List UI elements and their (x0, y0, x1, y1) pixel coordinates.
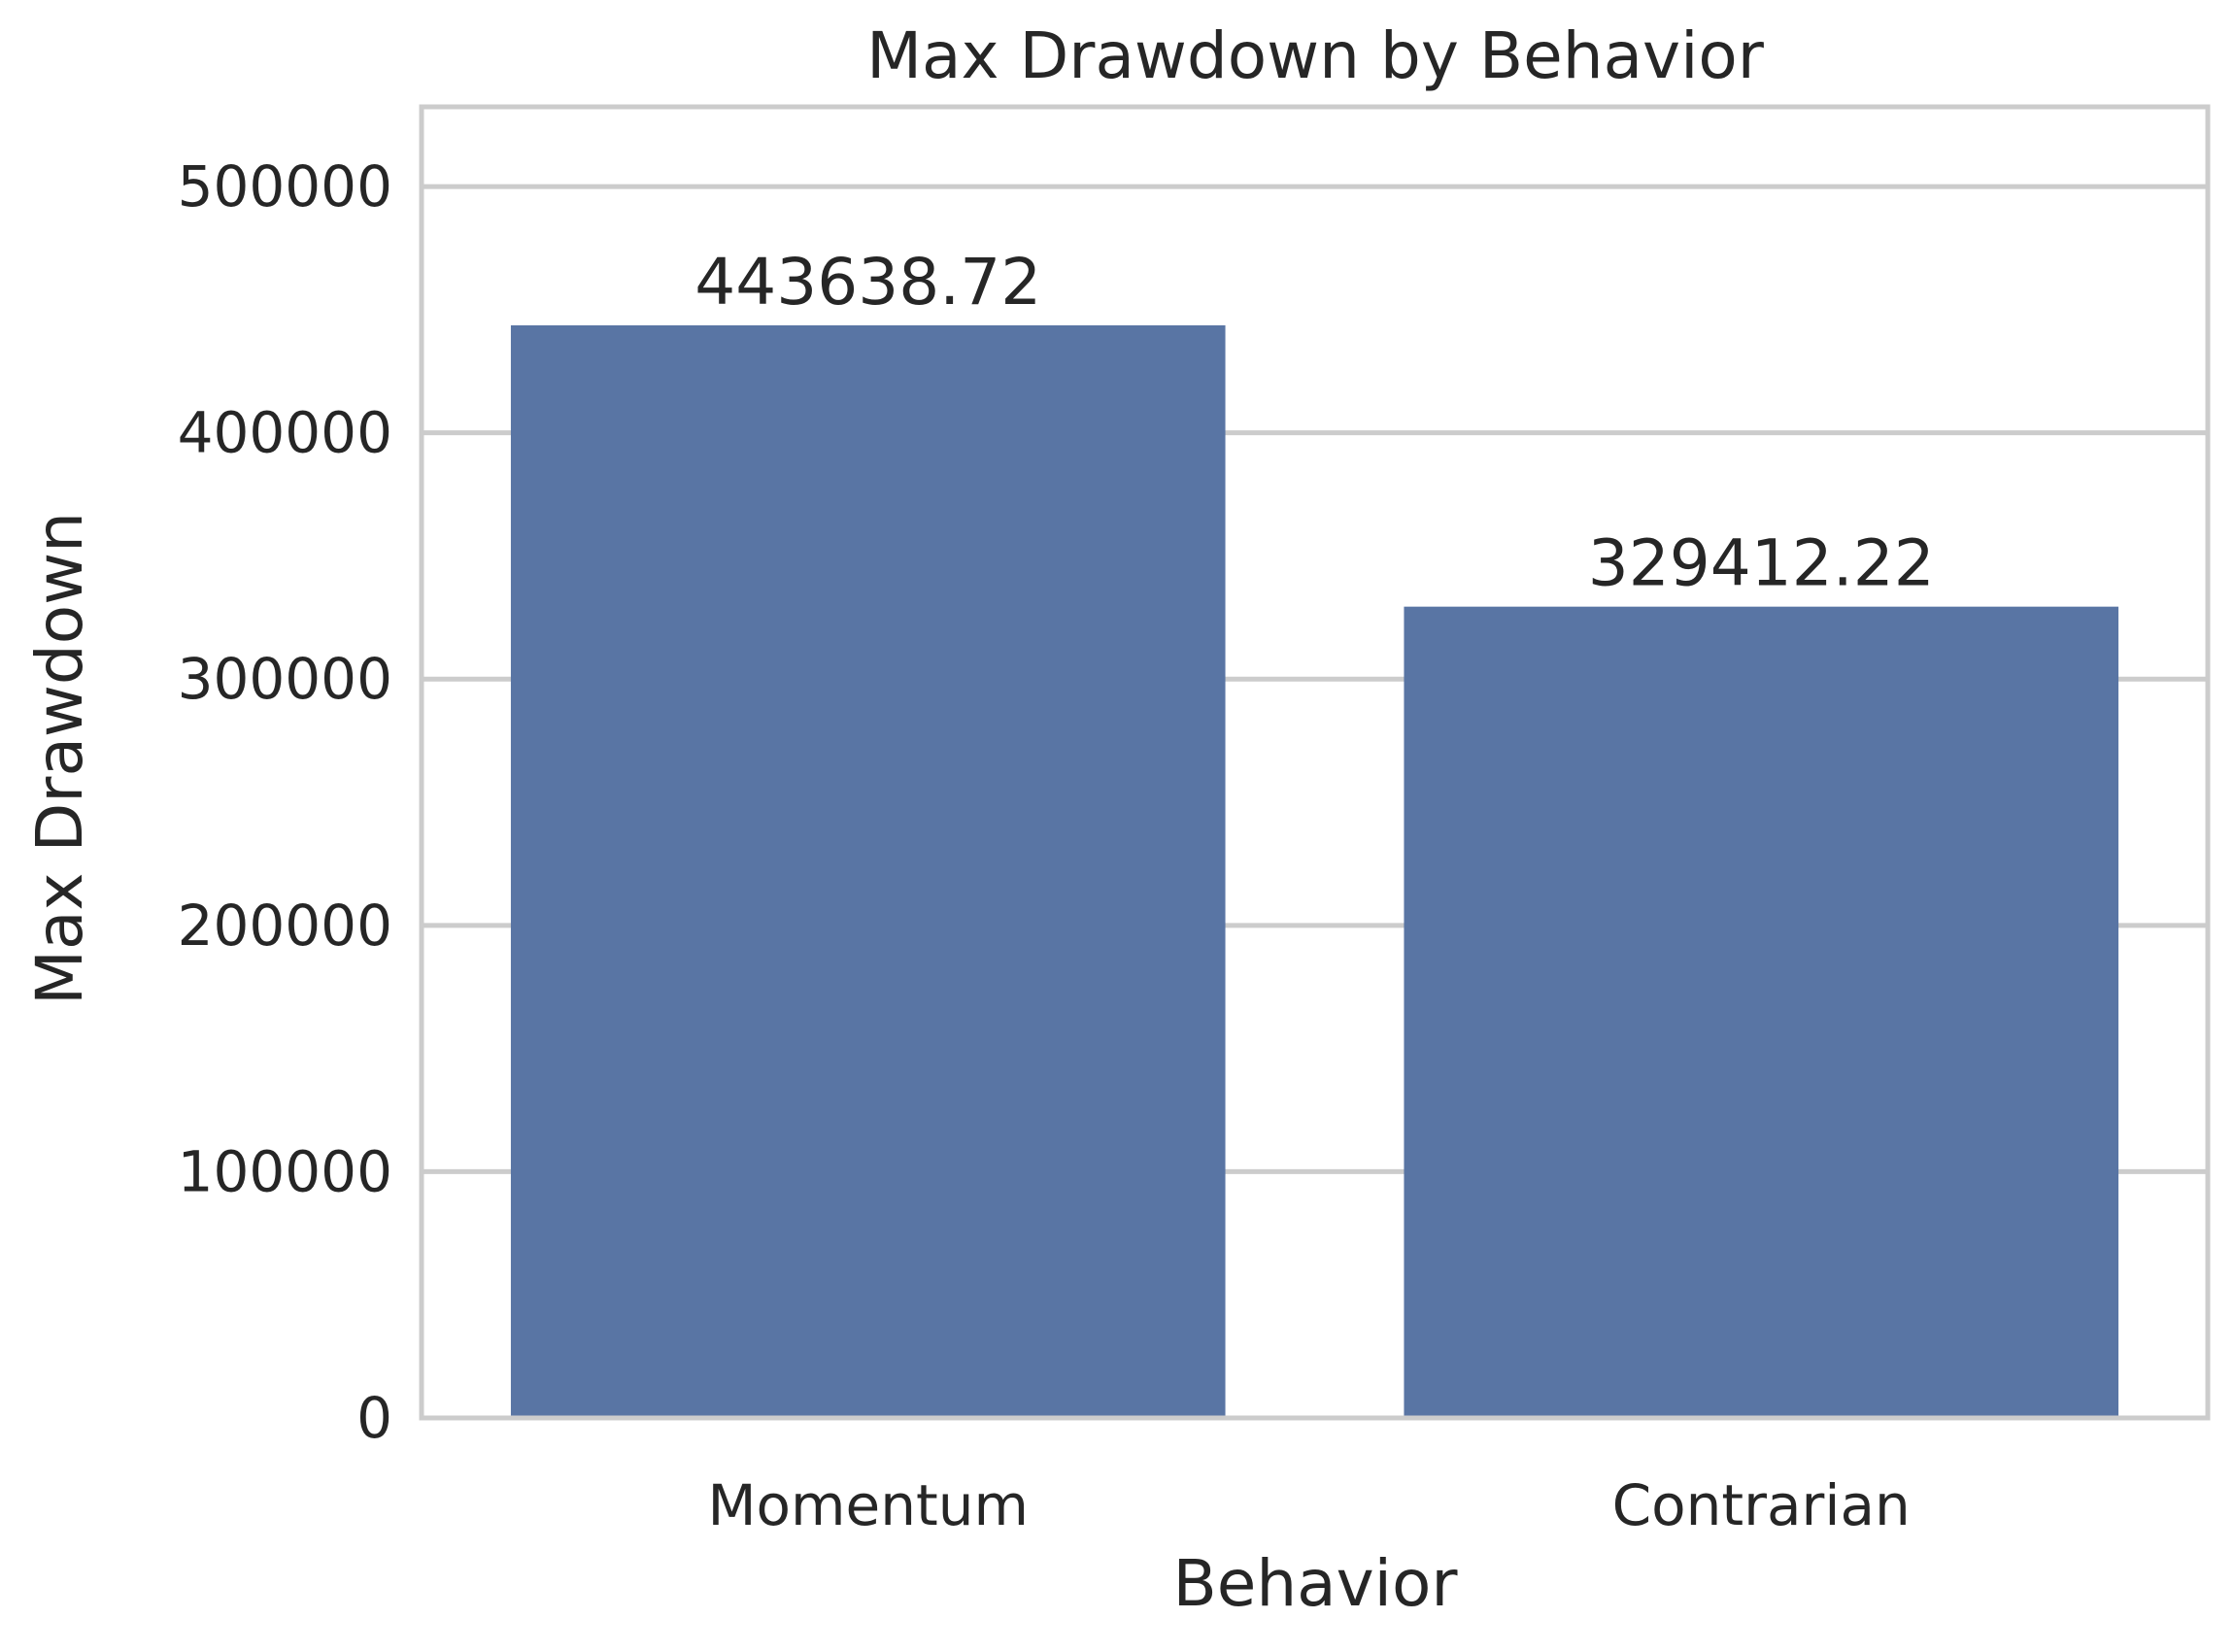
y-tick-label: 200000 (178, 893, 392, 959)
y-tick-label: 300000 (178, 646, 392, 712)
data-labels: 443638.72 329412.22 (694, 245, 1934, 601)
x-axis-title: Behavior (1172, 1546, 1458, 1621)
x-tick-label-contrarian: Contrarian (1612, 1472, 1911, 1538)
data-label-momentum: 443638.72 (694, 245, 1041, 320)
y-axis-title: Max Drawdown (22, 512, 97, 1005)
y-tick-labels: 0 100000 200000 300000 400000 500000 (178, 153, 392, 1451)
x-tick-labels: Momentum Contrarian (708, 1472, 1911, 1538)
y-tick-label: 0 (356, 1385, 392, 1451)
bar-contrarian (1404, 606, 2119, 1418)
plot-frame (419, 104, 2211, 1421)
y-tick-label: 400000 (178, 400, 392, 466)
y-tick-label: 500000 (178, 153, 392, 219)
bar-momentum (510, 325, 1226, 1418)
data-label-contrarian: 329412.22 (1588, 526, 1935, 601)
y-tick-label: 100000 (178, 1138, 392, 1204)
x-tick-label-momentum: Momentum (708, 1472, 1029, 1538)
bars (510, 325, 2119, 1418)
chart-title: Max Drawdown by Behavior (866, 18, 1765, 93)
